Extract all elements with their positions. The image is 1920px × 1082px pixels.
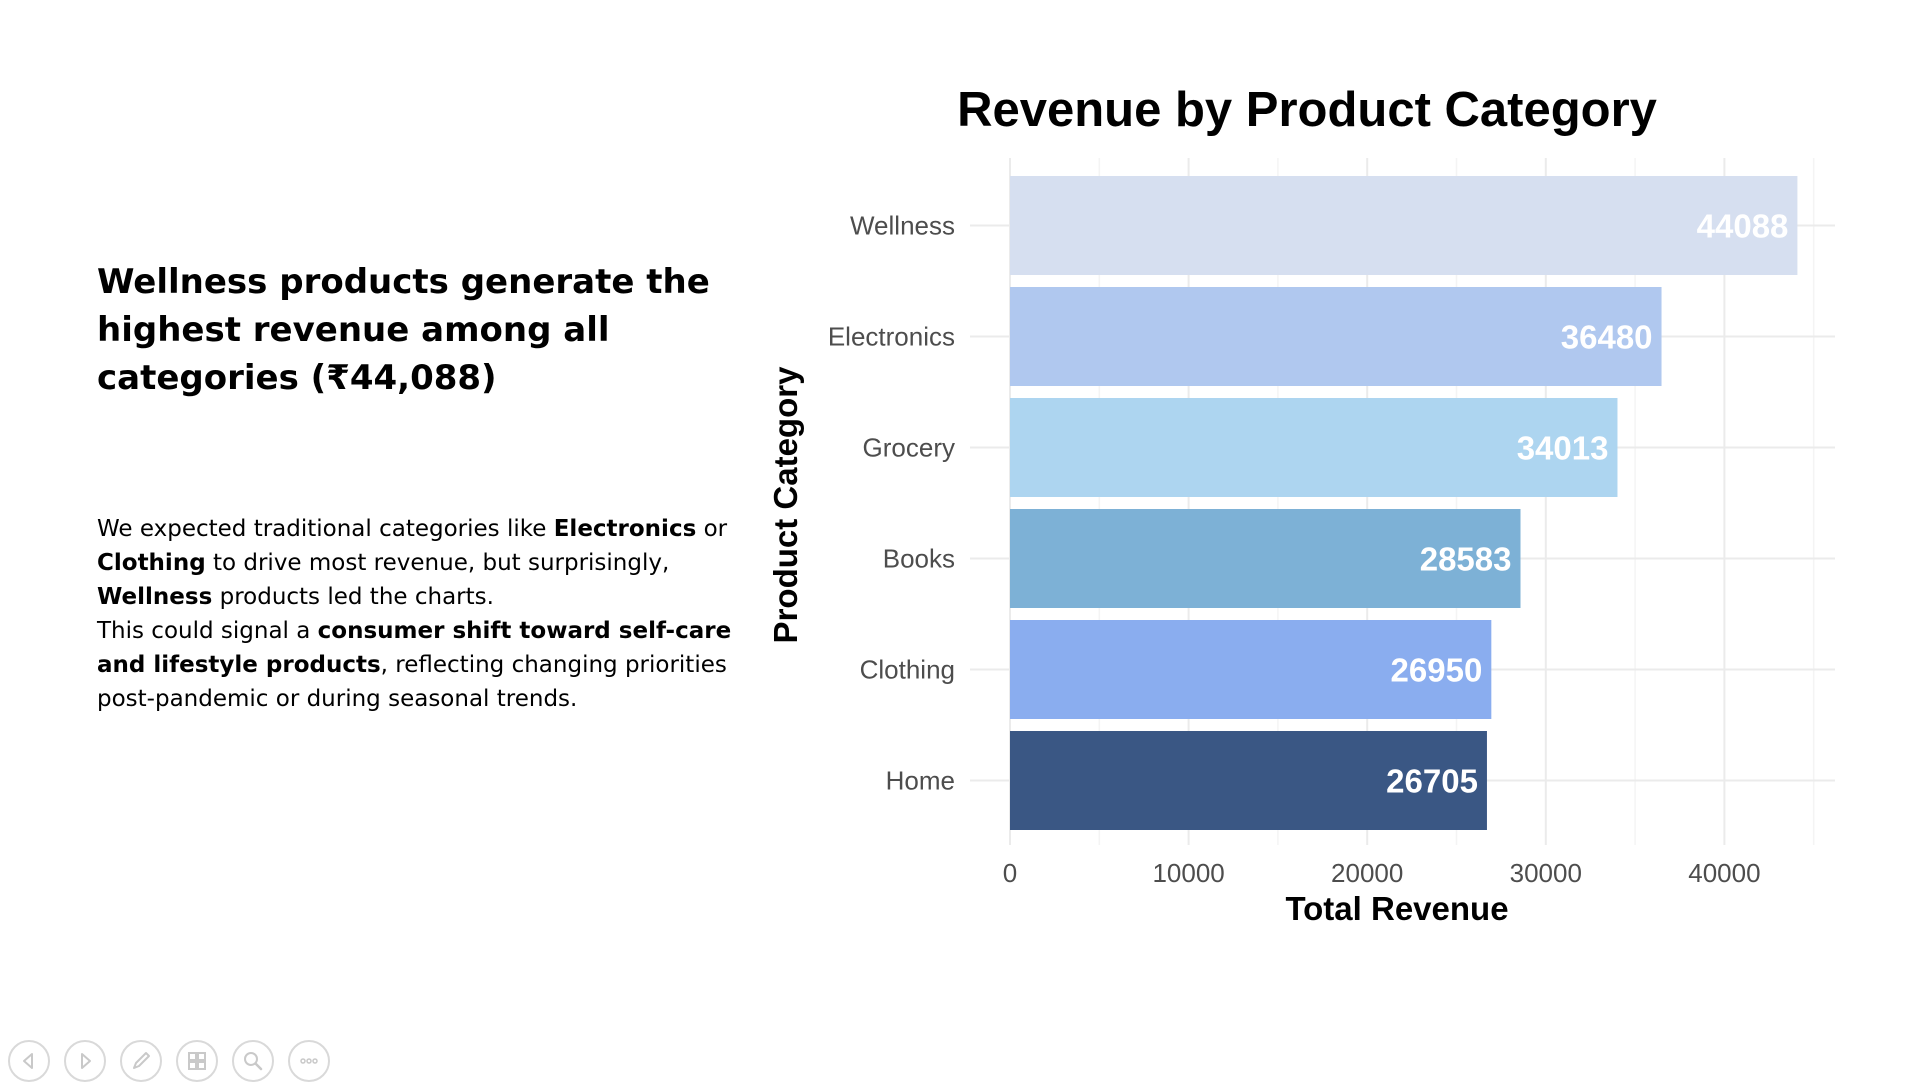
- bar-home: [1010, 731, 1487, 830]
- next-icon: [81, 1053, 91, 1069]
- chart-title: Revenue by Product Category: [957, 83, 1657, 137]
- data-labels: 44088 36480 34013 28583 26950 26705: [1386, 208, 1788, 800]
- bar-grocery: [1010, 398, 1618, 497]
- category-label: Grocery: [863, 433, 955, 463]
- body-text-run: or: [696, 516, 728, 542]
- category-label: Electronics: [828, 322, 955, 352]
- category-label: Home: [886, 766, 955, 796]
- body-bold-run: Clothing: [97, 550, 206, 576]
- headline: Wellness products generate the highest r…: [97, 258, 737, 402]
- body-text-run: We expected traditional categories like: [97, 516, 554, 542]
- x-tick-labels: 0 10000 20000 30000 40000: [1003, 858, 1761, 888]
- body-text-run: , reflecting changing priorities post-pa…: [97, 652, 727, 712]
- slideshow-controls: [8, 1040, 330, 1082]
- data-label: 26950: [1391, 652, 1483, 689]
- more-options-button[interactable]: [288, 1040, 330, 1082]
- see-all-slides-button[interactable]: [176, 1040, 218, 1082]
- revenue-bar-chart: Revenue by Product Category Wellness Elec…: [767, 83, 1835, 927]
- bar-electronics: [1010, 287, 1662, 386]
- x-tick-label: 20000: [1331, 858, 1403, 888]
- x-tick-label: 30000: [1510, 858, 1582, 888]
- headline-line: categories (₹44,088): [97, 358, 497, 398]
- headline-line: Wellness products generate the: [97, 262, 710, 302]
- previous-slide-button[interactable]: [8, 1040, 50, 1082]
- data-label: 28583: [1420, 541, 1512, 578]
- category-labels: Wellness Electronics Grocery Books Clothing H…: [828, 211, 955, 796]
- body-paragraph-1: We expected traditional categories like …: [97, 512, 757, 614]
- body-text-run: products led the charts.: [212, 584, 494, 610]
- pen-icon: [133, 1052, 150, 1069]
- pen-tool-button[interactable]: [120, 1040, 162, 1082]
- x-tick-label: 0: [1003, 858, 1017, 888]
- category-label: Clothing: [860, 655, 955, 685]
- bar-books: [1010, 509, 1521, 608]
- body-bold-run: consumer shift toward self-care and life…: [97, 618, 732, 678]
- bar-clothing: [1010, 620, 1492, 719]
- category-label: Books: [883, 544, 955, 574]
- x-axis-title: Total Revenue: [1285, 890, 1508, 927]
- more-icon: [300, 1058, 318, 1064]
- data-label: 26705: [1386, 763, 1478, 800]
- previous-icon: [23, 1053, 33, 1069]
- body-text: We expected traditional categories like …: [97, 512, 757, 716]
- chart-bars: [1010, 176, 1798, 830]
- data-label: 36480: [1561, 319, 1653, 356]
- x-tick-label: 40000: [1688, 858, 1760, 888]
- slides-icon: [188, 1052, 206, 1070]
- body-paragraph-2: This could signal a consumer shift towar…: [97, 614, 757, 716]
- headline-line: highest revenue among all: [97, 310, 610, 350]
- category-label: Wellness: [850, 211, 955, 241]
- data-label: 34013: [1517, 430, 1609, 467]
- body-bold-run: Wellness: [97, 584, 213, 610]
- body-text-run: This could signal a: [97, 618, 318, 644]
- body-text-run: to drive most revenue, but surprisingly,: [205, 550, 670, 576]
- data-label: 44088: [1697, 208, 1789, 245]
- body-bold-run: Electronics: [553, 516, 697, 542]
- x-tick-label: 10000: [1152, 858, 1224, 888]
- zoom-icon: [244, 1052, 263, 1071]
- zoom-button[interactable]: [232, 1040, 274, 1082]
- y-axis-title: Product Category: [767, 366, 804, 644]
- next-slide-button[interactable]: [64, 1040, 106, 1082]
- bar-wellness: [1010, 176, 1798, 275]
